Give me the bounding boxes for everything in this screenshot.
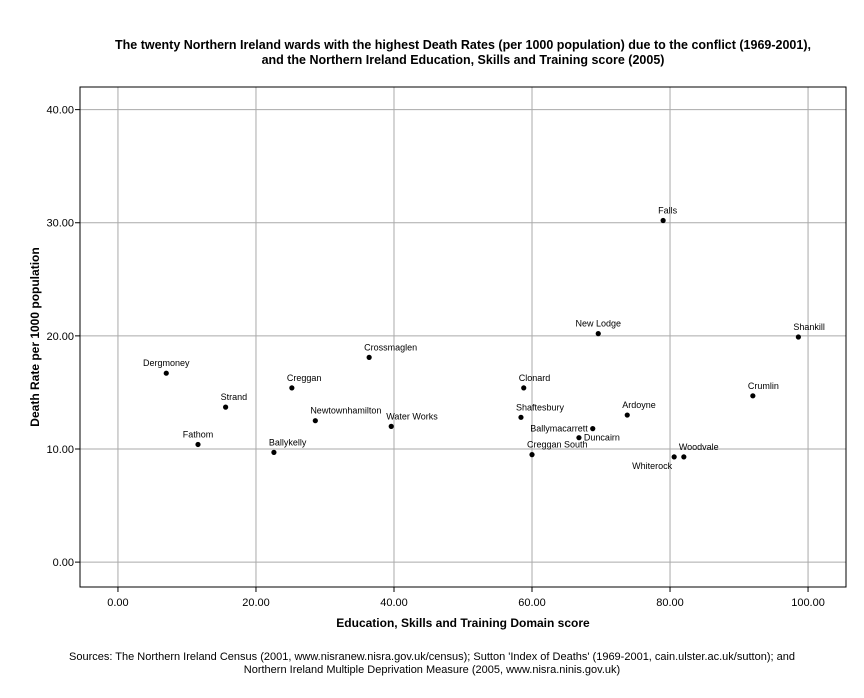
y-tick-label: 10.00 bbox=[46, 444, 74, 456]
data-point-marker bbox=[289, 385, 295, 391]
data-point-label: Dergmoney bbox=[143, 358, 190, 368]
data-point-marker bbox=[624, 412, 630, 418]
data-point-label: Fathom bbox=[183, 429, 214, 439]
data-point-marker bbox=[681, 454, 687, 460]
x-tick-label: 100.00 bbox=[791, 597, 825, 609]
data-point-marker bbox=[312, 418, 318, 424]
data-point-marker bbox=[388, 423, 394, 429]
data-point-marker bbox=[576, 435, 582, 441]
x-tick-label: 20.00 bbox=[242, 597, 270, 609]
data-point-label: Clonard bbox=[519, 373, 551, 383]
sources-line-1: Sources: The Northern Ireland Census (20… bbox=[69, 651, 795, 663]
data-point-marker bbox=[223, 404, 229, 410]
data-point-marker bbox=[590, 426, 596, 432]
x-tick-label: 80.00 bbox=[656, 597, 684, 609]
chart-title: The twenty Northern Ireland wards with t… bbox=[60, 38, 864, 68]
y-tick-label: 20.00 bbox=[46, 331, 74, 343]
sources-line-2: Northern Ireland Multiple Deprivation Me… bbox=[243, 664, 621, 676]
data-point-label: Creggan South bbox=[527, 440, 588, 450]
x-axis-ticks: 0.00 20.00 40.00 60.00 80.00 100.00 bbox=[107, 587, 825, 609]
grid-lines bbox=[80, 87, 846, 587]
data-point-label: Ballymacarrett bbox=[530, 424, 588, 434]
data-point-label: Crumlin bbox=[748, 381, 779, 391]
data-point-label: Crossmaglen bbox=[364, 342, 417, 352]
data-point-marker bbox=[529, 452, 535, 458]
data-point-label: Creggan bbox=[287, 373, 322, 383]
chart-title-line-1: The twenty Northern Ireland wards with t… bbox=[115, 38, 811, 52]
x-tick-label: 40.00 bbox=[380, 597, 408, 609]
data-point-marker bbox=[366, 354, 372, 360]
data-point-label: Whiterock bbox=[632, 461, 673, 471]
x-tick-label: 0.00 bbox=[107, 597, 128, 609]
x-tick-label: 60.00 bbox=[518, 597, 546, 609]
data-points: Dergmoney Fathom Strand Ballykelly Creggan Ne… bbox=[143, 205, 825, 470]
data-point-label: New Lodge bbox=[575, 319, 621, 329]
data-point-marker bbox=[271, 449, 277, 455]
data-point-marker bbox=[750, 393, 756, 399]
data-point-marker bbox=[795, 334, 801, 340]
data-point-label: Strand bbox=[221, 392, 248, 402]
data-point-marker bbox=[671, 454, 677, 460]
data-point-label: Woodvale bbox=[679, 442, 719, 452]
y-tick-label: 30.00 bbox=[46, 218, 74, 230]
x-axis-label: Education, Skills and Training Domain sc… bbox=[336, 616, 590, 630]
y-axis-ticks: 0.00 10.00 20.00 30.00 40.00 bbox=[46, 105, 80, 569]
data-point-marker bbox=[521, 385, 527, 391]
data-point-marker bbox=[518, 414, 524, 420]
data-point-label: Shankill bbox=[793, 322, 825, 332]
y-axis-label: Death Rate per 1000 population bbox=[28, 247, 42, 426]
data-point-label: Ballykelly bbox=[269, 437, 307, 447]
data-point-label: Water Works bbox=[386, 411, 438, 421]
data-point-label: Newtownhamilton bbox=[310, 406, 381, 416]
data-point-label: Ardoyne bbox=[622, 400, 656, 410]
sources-note: Sources: The Northern Ireland Census (20… bbox=[20, 651, 844, 677]
data-point-label: Shaftesbury bbox=[516, 402, 565, 412]
chart-title-line-2: and the Northern Ireland Education, Skil… bbox=[261, 53, 665, 67]
data-point-label: Falls bbox=[658, 205, 678, 215]
y-tick-label: 0.00 bbox=[53, 557, 74, 569]
data-point-marker bbox=[660, 217, 666, 224]
y-tick-label: 40.00 bbox=[46, 105, 74, 117]
data-point-marker bbox=[195, 441, 201, 448]
plot-frame bbox=[79, 86, 847, 588]
data-point-marker bbox=[163, 370, 169, 376]
data-point-marker bbox=[595, 331, 601, 337]
data-point-label: Duncairn bbox=[584, 433, 620, 443]
